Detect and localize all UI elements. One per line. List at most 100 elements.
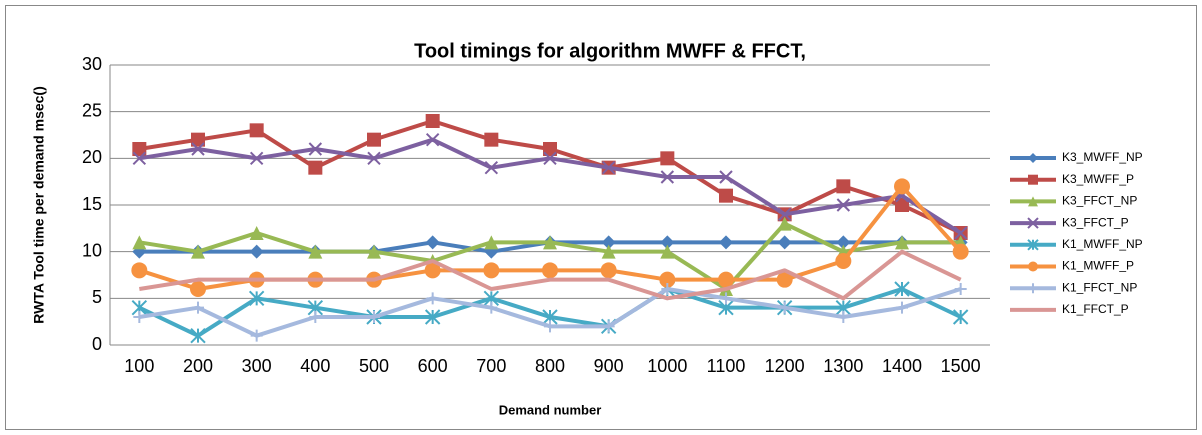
x-tick-label: 700: [476, 356, 506, 376]
x-tick-label: 1100: [707, 356, 746, 376]
marker: [249, 244, 264, 259]
marker: [718, 271, 734, 288]
x-tick-label: 1400: [882, 356, 922, 376]
marker: [1027, 239, 1039, 251]
marker: [952, 243, 969, 260]
marker: [191, 244, 205, 259]
y-tick-label: 5: [92, 287, 102, 307]
legend-label: K3_MWFF_P: [1062, 172, 1134, 186]
marker: [544, 320, 556, 333]
marker: [190, 281, 206, 297]
marker: [1028, 261, 1038, 272]
legend-label: K1_MWFF_NP: [1062, 237, 1143, 251]
marker: [191, 132, 205, 147]
marker: [778, 301, 791, 314]
marker: [601, 235, 616, 250]
marker: [720, 292, 732, 305]
marker: [894, 281, 910, 297]
x-tick-label: 1500: [941, 356, 981, 376]
marker: [191, 142, 205, 156]
x-tick-label: 300: [242, 356, 272, 376]
x-tick-label: 600: [418, 356, 448, 376]
marker: [895, 198, 909, 212]
marker: [192, 301, 204, 314]
x-tick-label: 1200: [765, 356, 805, 376]
marker: [133, 311, 146, 323]
x-tick-label: 1000: [647, 356, 687, 376]
marker: [1028, 174, 1038, 185]
marker: [543, 235, 557, 250]
marker: [601, 244, 616, 259]
marker: [308, 244, 323, 259]
marker: [308, 160, 323, 175]
marker: [836, 198, 851, 212]
marker: [601, 160, 616, 175]
marker: [660, 235, 675, 250]
marker: [483, 262, 500, 279]
marker: [543, 151, 557, 166]
marker: [600, 262, 617, 279]
marker: [131, 262, 148, 279]
marker: [132, 151, 147, 166]
marker: [424, 262, 441, 279]
marker: [426, 292, 439, 305]
marker: [719, 170, 733, 184]
marker: [836, 235, 851, 250]
marker: [248, 290, 265, 307]
marker: [250, 329, 263, 342]
marker: [368, 311, 380, 323]
marker: [308, 142, 323, 156]
marker: [367, 132, 381, 147]
x-tick-label: 1300: [823, 356, 863, 376]
marker: [249, 226, 264, 240]
y-tick-label: 30: [82, 54, 102, 74]
marker: [542, 262, 558, 279]
marker: [367, 244, 381, 259]
marker: [367, 151, 381, 166]
marker: [249, 151, 264, 166]
chart-title: Tool timings for algorithm MWFF & FFCT,: [414, 40, 806, 62]
x-tick-label: 500: [359, 356, 389, 376]
legend-label: K1_MWFF_P: [1062, 259, 1134, 273]
marker: [424, 309, 441, 325]
marker: [719, 235, 733, 250]
marker: [309, 311, 322, 323]
legend-label: K1_FFCT_NP: [1062, 280, 1137, 294]
marker: [660, 244, 675, 259]
x-tick-label: 900: [594, 356, 624, 376]
marker: [1028, 153, 1038, 163]
marker: [777, 235, 792, 250]
series-line: [139, 249, 962, 301]
marker: [1028, 283, 1038, 294]
marker: [659, 271, 676, 288]
y-tick-label: 10: [82, 240, 102, 260]
legend-label: K3_MWFF_NP: [1062, 150, 1143, 164]
marker: [719, 188, 733, 203]
marker: [484, 235, 499, 250]
marker: [190, 327, 206, 344]
legend-label: K3_FFCT_P: [1062, 215, 1129, 229]
x-axis-label: Demand number: [499, 402, 602, 417]
marker: [836, 179, 851, 194]
marker: [425, 114, 440, 128]
legend-label: K1_FFCT_P: [1062, 302, 1129, 316]
marker: [249, 123, 264, 138]
marker: [132, 235, 147, 250]
marker: [425, 235, 440, 250]
marker: [661, 283, 674, 295]
marker: [952, 309, 969, 325]
marker: [895, 235, 909, 250]
marker: [602, 320, 615, 333]
x-tick-label: 100: [124, 356, 154, 376]
y-tick-label: 25: [82, 100, 102, 120]
marker: [1028, 196, 1038, 207]
marker: [896, 301, 908, 314]
marker: [485, 301, 498, 314]
marker: [953, 226, 968, 240]
marker: [777, 207, 792, 222]
y-tick-label: 15: [82, 194, 102, 214]
marker: [954, 283, 967, 295]
marker: [1027, 217, 1039, 229]
marker: [837, 311, 850, 323]
